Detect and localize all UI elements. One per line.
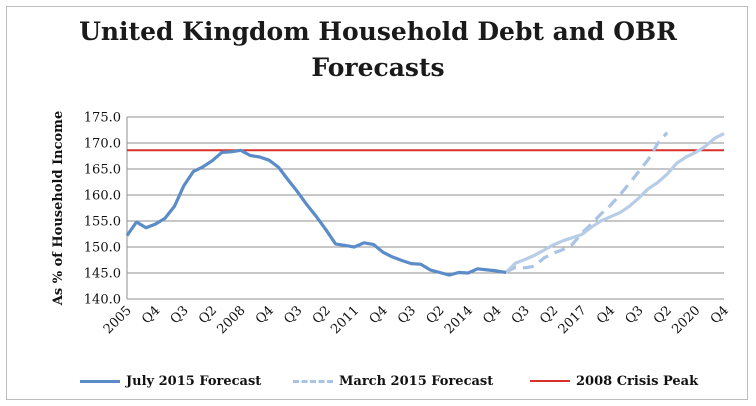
series-line-july-2015-projection <box>504 132 725 274</box>
legend-label-peak: 2008 Crisis Peak <box>576 373 699 389</box>
legend-item-march: March 2015 Forecast <box>293 370 493 392</box>
y-axis-title: As % of Household Income <box>51 111 66 306</box>
legend-swatch-peak <box>530 380 570 382</box>
x-tick-label: Q4 <box>139 303 163 327</box>
x-tick-label: 2014 <box>442 303 476 337</box>
x-tick-label: Q3 <box>623 303 647 327</box>
x-tick-label: Q4 <box>708 303 732 327</box>
y-tick-label: 140.0 <box>84 293 121 308</box>
y-tick-label: 165.0 <box>84 163 121 178</box>
x-tick-label: Q3 <box>509 303 533 327</box>
x-tick-label: 2008 <box>215 303 249 337</box>
legend-label-july: July 2015 Forecast <box>126 373 262 389</box>
y-tick-label: 160.0 <box>84 189 121 204</box>
x-tick-label: 2017 <box>556 303 590 337</box>
chart-title-line-2: Forecasts <box>311 53 445 82</box>
x-tick-label: 2011 <box>328 303 362 337</box>
x-tick-label: Q4 <box>253 303 277 327</box>
legend-item-peak: 2008 Crisis Peak <box>530 370 698 392</box>
y-tick-label: 175.0 <box>84 111 121 126</box>
y-tick-label: 150.0 <box>84 241 121 256</box>
chart-legend: July 2015 Forecast March 2015 Forecast 2… <box>0 370 756 394</box>
x-tick-label: Q3 <box>168 303 192 327</box>
legend-swatch-march <box>293 379 333 383</box>
series-line-july-2015 <box>125 148 507 277</box>
chart-title-line-1: United Kingdom Household Debt and OBR <box>79 17 677 46</box>
x-tick-label: Q3 <box>281 303 305 327</box>
legend-item-july: July 2015 Forecast <box>80 370 261 392</box>
x-tick-label: Q4 <box>594 303 618 327</box>
legend-label-march: March 2015 Forecast <box>339 373 494 389</box>
y-tick-label: 155.0 <box>84 215 121 230</box>
y-tick-label: 170.0 <box>84 137 121 152</box>
y-tick-label: 145.0 <box>84 267 121 282</box>
x-tick-label: Q3 <box>395 303 419 327</box>
x-tick-label: 2005 <box>101 303 135 337</box>
chart-frame <box>6 6 748 400</box>
chart-title: United Kingdom Household Debt and OBR Fo… <box>40 14 716 86</box>
series-line-march-2015 <box>505 131 669 274</box>
x-tick-label: Q4 <box>367 303 391 327</box>
legend-swatch-july <box>80 379 120 383</box>
x-tick-label: Q4 <box>480 303 504 327</box>
x-tick-label: 2020 <box>669 303 703 337</box>
